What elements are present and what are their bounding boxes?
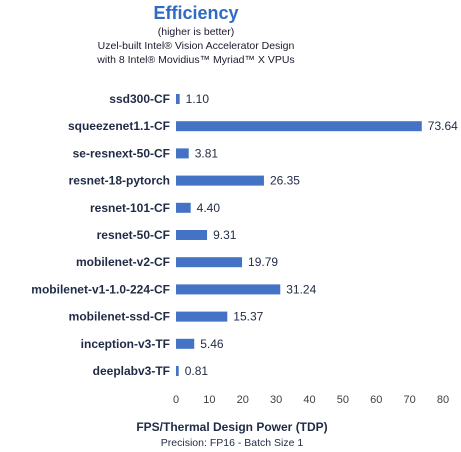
category-label: ssd300-CF [109, 92, 170, 106]
value-label: 1.10 [186, 92, 210, 106]
category-label: mobilenet-ssd-CF [69, 310, 170, 324]
chart-subtitle-line-1: (higher is better) [158, 26, 234, 38]
value-label: 5.46 [200, 337, 224, 351]
category-label: resnet-18-pytorch [69, 174, 170, 188]
x-axis-label: FPS/Thermal Design Power (TDP) [136, 420, 327, 434]
x-axis-ticks: 0 10 20 30 40 50 60 70 80 [173, 394, 449, 406]
chart-subtitle-line-3: with 8 Intel® Movidius™ Myriad™ X VPUs [96, 54, 294, 66]
bar [176, 284, 281, 295]
value-label: 4.40 [197, 201, 221, 215]
value-label: 15.37 [233, 310, 263, 324]
bar [176, 94, 180, 104]
x-tick-label: 40 [303, 394, 315, 406]
value-label: 3.81 [195, 146, 219, 160]
bar [176, 121, 422, 132]
value-label: 73.64 [428, 119, 458, 133]
x-tick-label: 70 [404, 394, 416, 406]
bar [176, 230, 208, 240]
bars-layer: ssd300-CF 1.10 squeezenet1.1-CF 73.64 se-res… [31, 92, 458, 378]
value-label: 31.24 [286, 282, 316, 296]
x-tick-label: 30 [270, 394, 282, 406]
x-tick-label: 50 [337, 394, 349, 406]
bar [176, 202, 191, 213]
x-tick-label: 0 [173, 394, 179, 406]
bar [176, 148, 189, 159]
category-label: mobilenet-v1-1.0-224-CF [31, 282, 170, 296]
category-label: deeplabv3-TF [93, 364, 170, 378]
chart-title: Efficiency [153, 3, 238, 23]
chart-footnote: Precision: FP16 - Batch Size 1 [161, 437, 304, 449]
bar [176, 257, 243, 268]
category-label: se-resnext-50-CF [73, 146, 170, 160]
chart-subtitle-line-2: Uzel-built Intel® Vision Accelerator Des… [98, 40, 295, 52]
category-label: squeezenet1.1-CF [68, 119, 170, 133]
category-label: inception-v3-TF [81, 337, 170, 351]
category-label: resnet-50-CF [97, 228, 170, 242]
value-label: 19.79 [248, 255, 278, 269]
bar [176, 175, 264, 186]
bar [176, 311, 228, 322]
category-label: mobilenet-v2-CF [76, 255, 170, 269]
category-label: resnet-101-CF [90, 201, 170, 215]
x-tick-label: 60 [370, 394, 382, 406]
x-tick-label: 80 [437, 394, 449, 406]
value-label: 9.31 [213, 228, 237, 242]
x-tick-label: 10 [203, 394, 215, 406]
value-label: 0.81 [185, 364, 209, 378]
bar [176, 366, 179, 376]
value-label: 26.35 [270, 174, 300, 188]
bar [176, 338, 195, 349]
x-tick-label: 20 [237, 394, 249, 406]
